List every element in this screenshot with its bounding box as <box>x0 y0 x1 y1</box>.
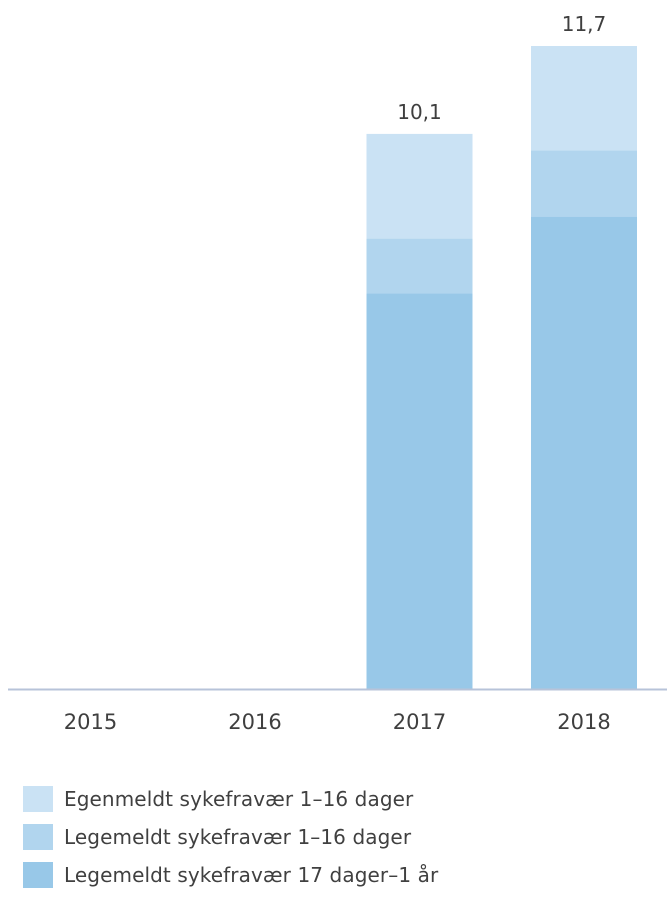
bar-segment-2017-series-1 <box>366 238 473 294</box>
legend-item-legemeldt-long: Legemeldt sykefravær 17 dager–1 år <box>23 862 438 888</box>
bar-segment-2017-series-2 <box>366 133 473 239</box>
legend-item-egenmeldt: Egenmeldt sykefravær 1–16 dager <box>23 786 438 812</box>
bar-segment-2018-series-0 <box>531 216 637 689</box>
legend-label-egenmeldt: Egenmeldt sykefravær 1–16 dager <box>64 787 414 811</box>
total-label-2018: 11,7 <box>562 12 607 36</box>
x-tick-label-2017: 2017 <box>393 710 446 734</box>
legend-label-legemeldt-long: Legemeldt sykefravær 17 dager–1 år <box>64 863 439 887</box>
x-tick-label-2016: 2016 <box>228 710 281 734</box>
bar-segment-2018-series-2 <box>531 46 637 151</box>
legend-label-legemeldt-short: Legemeldt sykefravær 1–16 dager <box>64 825 412 849</box>
legend-swatch-legemeldt-long <box>23 862 53 888</box>
legend-swatch-legemeldt-short <box>23 824 53 850</box>
legend-swatch-egenmeldt <box>23 786 53 812</box>
legend-item-legemeldt-short: Legemeldt sykefravær 1–16 dager <box>23 824 438 850</box>
chart: 2015 2016 10,1 2017 11,7 2018 <box>8 12 667 734</box>
legend: Egenmeldt sykefravær 1–16 dager Legemeld… <box>23 786 438 900</box>
total-label-2017: 10,1 <box>397 100 442 124</box>
x-tick-label-2015: 2015 <box>64 710 117 734</box>
bar-segment-2017-series-0 <box>366 293 473 689</box>
bar-segment-2018-series-1 <box>531 150 637 217</box>
x-tick-label-2018: 2018 <box>557 710 610 734</box>
